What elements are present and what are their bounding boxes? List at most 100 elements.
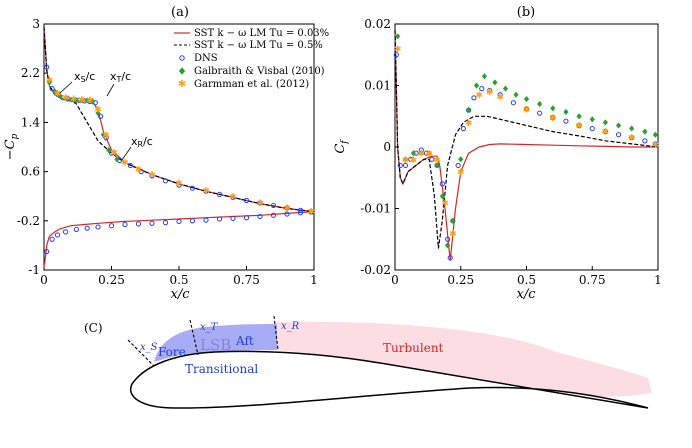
point-dns: [402, 162, 409, 169]
y-tick-label: 1.4: [21, 115, 40, 129]
point-galbraith-visbal-2010-: [502, 85, 509, 92]
point-garmman-et-al-2012-: ✱: [449, 230, 457, 240]
legend-sst-high-label: SST k − ω LM Tu = 0.5%: [194, 40, 323, 51]
point-dns: [642, 138, 648, 144]
legend-galbraith-label: Galbraith & Visbal (2010): [194, 66, 325, 77]
point-dns-suction: [270, 202, 277, 209]
panel-a-ylabel: −Cp: [3, 133, 20, 160]
point-galbraith-visbal-suction: [106, 147, 112, 154]
point-dns-pressure-side: [135, 221, 142, 227]
xr-marker-line: [273, 315, 279, 351]
series-sst-tu-0-5-suction: [43, 27, 315, 213]
point-dns-pressure-side: [203, 217, 209, 223]
point-galbraith-visbal-suction: [68, 96, 74, 103]
point-galbraith-visbal-suction: [100, 131, 106, 138]
point-garmman-et-al-suction: ✱: [94, 105, 102, 115]
y-tick-label: 0: [383, 140, 391, 154]
point-galbraith-visbal-suction: [114, 156, 120, 163]
point-dns: [537, 110, 543, 116]
point-dns-pressure-side: [44, 248, 50, 255]
point-garmman-et-al-2012-: ✱: [402, 156, 410, 166]
x-tick-label: 1: [654, 273, 662, 287]
point-garmman-et-al-2012-: ✱: [475, 91, 483, 101]
point-garmman-et-al-2012-: ✱: [441, 199, 449, 209]
annotation-xt: xT/c: [110, 70, 131, 84]
point-dns-suction: [44, 64, 50, 70]
annotation-xs: xS/c: [74, 70, 95, 84]
point-dns-pressure-side: [149, 220, 155, 226]
panel-a-frame: [43, 23, 315, 271]
y-tick-label: -0.2: [17, 214, 40, 228]
series-sst-tu-0-03-: [394, 30, 658, 261]
point-galbraith-visbal-2010-: [395, 33, 401, 40]
x-tick-label: 0.75: [579, 273, 606, 287]
point-galbraith-visbal-suction: [95, 110, 101, 117]
point-garmman-et-al-suction: ✱: [135, 166, 143, 176]
x-tick-label: 0.5: [169, 273, 188, 287]
point-dns: [393, 52, 399, 58]
series-sst-tu-0-5-: [394, 30, 659, 249]
point-dns: [439, 181, 445, 187]
x-tick-label: 1: [310, 273, 318, 287]
y-tick-label: -0.02: [360, 263, 391, 277]
point-dns: [510, 100, 516, 106]
point-galbraith-visbal-2010-: [445, 242, 451, 249]
point-dns-pressure-side: [162, 220, 169, 226]
turbulent-region: [277, 321, 652, 397]
point-dns: [576, 122, 582, 129]
legend-garmman-label: Garmman et al. (2012): [194, 79, 309, 90]
point-galbraith-visbal-2010-: [550, 105, 556, 112]
point-garmman-et-al-2012-: ✱: [602, 128, 610, 138]
y-tick-label: -0.01: [360, 202, 391, 216]
point-dns-suction: [189, 185, 196, 191]
point-garmman-et-al-suction: ✱: [110, 148, 118, 158]
point-garmman-et-al-2012-: ✱: [410, 156, 418, 166]
point-dns: [497, 92, 503, 98]
point-dns-suction: [176, 182, 182, 188]
point-dns-suction: [203, 188, 209, 194]
series-sst-pressure-side: [43, 211, 315, 267]
annotation-xr-pointer: [121, 146, 132, 161]
point-dns-pressure-side: [84, 225, 90, 231]
y-tick-label: 0.02: [364, 17, 391, 31]
point-dns-suction: [98, 113, 104, 119]
point-galbraith-visbal-2010-: [652, 131, 658, 138]
point-galbraith-visbal-2010-: [589, 116, 595, 123]
point-dns: [397, 162, 403, 169]
point-dns-suction: [297, 207, 304, 213]
point-galbraith-visbal-2010-: [576, 113, 582, 120]
y-tick-label: 0.6: [21, 165, 40, 179]
point-dns: [652, 141, 658, 147]
point-garmman-et-al-2012-: ✱: [425, 150, 433, 160]
point-garmman-et-al-suction: ✱: [202, 187, 210, 197]
point-garmman-et-al-2012-: ✱: [394, 45, 402, 55]
point-dns: [589, 125, 595, 132]
point-galbraith-visbal-2010-: [481, 73, 488, 80]
point-dns: [615, 132, 622, 138]
point-garmman-et-al-suction: ✱: [102, 131, 110, 141]
point-garmman-et-al-2012-: ✱: [433, 156, 441, 166]
x-tick-label: 0.75: [233, 273, 260, 287]
point-dns-suction: [127, 162, 133, 169]
turbulent-label: Turbulent: [383, 341, 444, 355]
point-dns-pressure-side: [230, 215, 236, 221]
point-galbraith-visbal-suction: [63, 95, 69, 102]
point-dns-pressure-side: [270, 212, 277, 218]
point-dns-suction: [103, 135, 109, 141]
point-dns: [429, 156, 435, 162]
annotation-xs-pointer: [59, 81, 73, 94]
point-galbraith-visbal-2010-: [642, 128, 648, 135]
point-galbraith-visbal-2010-: [563, 108, 569, 116]
y-tick-label: -1: [28, 263, 40, 277]
point-dns-pressure-side: [216, 216, 223, 222]
point-garmman-et-al-2012-: ✱: [523, 105, 531, 115]
point-galbraith-visbal-suction: [57, 92, 63, 100]
x-tick-label: 0: [391, 273, 399, 287]
point-galbraith-visbal-2010-: [426, 150, 432, 157]
point-dns: [487, 87, 493, 94]
point-garmman-et-al-suction: ✱: [256, 199, 264, 209]
panel-b-ticks: 0 0.25 0.5 0.75 1 -0.02 -0.01 0 0.01 0.02: [360, 17, 662, 287]
panel-b-xlabel: x/c: [517, 287, 537, 302]
point-dns: [563, 118, 569, 124]
